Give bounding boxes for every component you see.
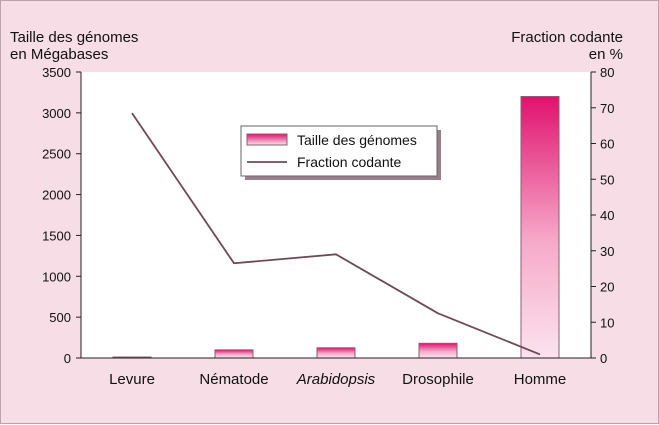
y-axis-right-title-line-1: Fraction codante bbox=[511, 29, 623, 46]
y-axis-left-title-line-2: en Mégabases bbox=[10, 46, 109, 63]
y-left-tick-label: 3500 bbox=[42, 65, 71, 80]
y-right-tick-label: 80 bbox=[600, 65, 614, 80]
x-tick-label: Nématode bbox=[199, 371, 268, 388]
y-left-tick-label: 0 bbox=[64, 351, 71, 366]
y-right-tick-label: 0 bbox=[600, 351, 607, 366]
y-left-tick-label: 2500 bbox=[42, 147, 71, 162]
x-tick-label: Levure bbox=[109, 371, 155, 388]
fraction-codante-line bbox=[131, 112, 541, 356]
legend-label-line: Fraction codante bbox=[297, 154, 401, 170]
plot-area bbox=[81, 72, 591, 358]
bar-4 bbox=[520, 96, 560, 359]
y-right-tick-label: 10 bbox=[600, 315, 614, 330]
y-right-tick-label: 30 bbox=[600, 244, 614, 259]
x-tick-label: Arabidopsis bbox=[296, 371, 376, 388]
bar-2 bbox=[316, 347, 356, 359]
y-right-tick-label: 40 bbox=[600, 208, 614, 223]
legend: Taille des génomes Fraction codante bbox=[240, 125, 441, 180]
y-axis-right-title: Fraction codante en % bbox=[511, 29, 623, 63]
y-left-tick-label: 1000 bbox=[42, 269, 71, 284]
y-left-tick-label: 2000 bbox=[42, 188, 71, 203]
y-left-tick-label: 1500 bbox=[42, 228, 71, 243]
legend-label-bar: Taille des génomes bbox=[297, 132, 417, 148]
line-layer bbox=[131, 112, 541, 356]
y-right-tick-label: 70 bbox=[600, 101, 614, 116]
y-left-tick-label: 500 bbox=[49, 310, 71, 325]
y-right-tick-label: 50 bbox=[600, 172, 614, 187]
x-tick-label: Drosophile bbox=[402, 371, 474, 388]
axes-layer: 0 500 1000 1500 2000 2500 3000 3500 0 10 20 30 40 50 6… bbox=[42, 65, 614, 388]
bar-3 bbox=[418, 342, 458, 359]
x-tick-label: Homme bbox=[514, 371, 567, 388]
bars-layer bbox=[112, 96, 560, 359]
legend-swatch-bar bbox=[246, 133, 288, 146]
y-right-tick-label: 60 bbox=[600, 137, 614, 152]
y-axis-right-title-line-2: en % bbox=[588, 46, 623, 63]
y-axis-left-title-line-1: Taille des génomes bbox=[10, 29, 139, 46]
y-axis-left-title: Taille des génomes en Mégabases bbox=[10, 29, 138, 63]
y-left-tick-label: 3000 bbox=[42, 106, 71, 121]
y-right-tick-label: 20 bbox=[600, 280, 614, 295]
bar-1 bbox=[214, 349, 254, 359]
